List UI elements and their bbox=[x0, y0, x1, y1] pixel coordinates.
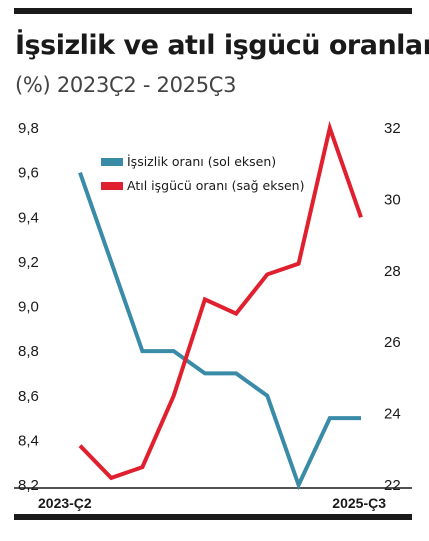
legend-swatch bbox=[101, 158, 123, 166]
x-tick-label: 2025-Ç3 bbox=[332, 495, 386, 511]
chart-title: İşsizlik ve atıl işgücü oranları bbox=[15, 30, 429, 61]
underutilization-line bbox=[78, 120, 363, 481]
left-tick-label: 9,6 bbox=[18, 165, 39, 182]
left-tick-label: 8,4 bbox=[18, 432, 39, 449]
left-tick-label: 8,2 bbox=[18, 477, 39, 494]
x-tick-label: 2023-Ç2 bbox=[38, 495, 92, 511]
chart-subtitle: (%) 2023Ç2 - 2025Ç3 bbox=[15, 73, 237, 97]
right-tick-label: 26 bbox=[384, 334, 401, 351]
unemployment-line bbox=[78, 171, 361, 491]
top-rule bbox=[14, 8, 412, 14]
legend-swatch bbox=[101, 182, 123, 190]
right-tick-label: 22 bbox=[384, 477, 401, 494]
legend-label: İşsizlik oranı (sol eksen) bbox=[127, 154, 276, 169]
left-tick-label: 9,4 bbox=[18, 209, 39, 226]
left-tick-label: 8,8 bbox=[18, 343, 39, 360]
right-tick-label: 32 bbox=[384, 120, 401, 137]
bottom-rule bbox=[14, 514, 412, 520]
left-tick-label: 8,6 bbox=[18, 388, 39, 405]
right-tick-label: 28 bbox=[384, 263, 401, 280]
right-tick-label: 30 bbox=[384, 191, 401, 208]
legend-label: Atıl işgücü oranı (sağ eksen) bbox=[127, 178, 304, 193]
left-tick-label: 9,2 bbox=[18, 254, 39, 271]
left-tick-label: 9,0 bbox=[18, 299, 39, 316]
left-tick-label: 9,8 bbox=[18, 120, 39, 137]
right-tick-label: 24 bbox=[384, 406, 401, 423]
